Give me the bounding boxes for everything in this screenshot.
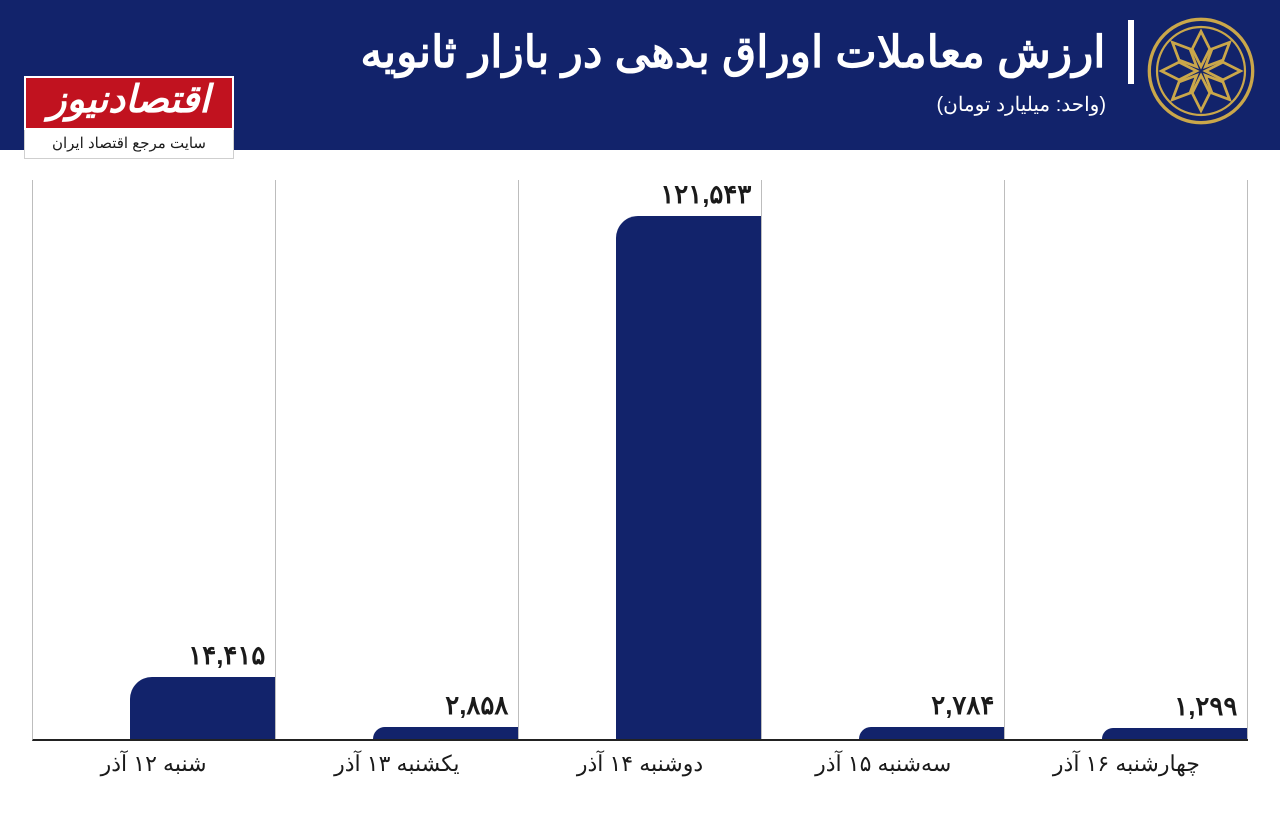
bar xyxy=(130,677,275,739)
title-separator xyxy=(1128,20,1134,84)
x-label: چهارشنبه ۱۶ آذر xyxy=(1005,741,1248,791)
plot-area: ۱۴,۴۱۵ ۲,۸۵۸ ۱۲۱,۵۴۳ ۲,۷۸۴ ۱,۲۹۹ xyxy=(32,180,1248,741)
bar-chart: ۱۴,۴۱۵ ۲,۸۵۸ ۱۲۱,۵۴۳ ۲,۷۸۴ ۱,۲۹۹ شنبه ۱۲ آذر… xyxy=(32,180,1248,791)
bar xyxy=(373,727,518,739)
badge-title: اقتصادنیوز xyxy=(24,76,234,130)
chart-column: ۲,۸۵۸ xyxy=(276,180,519,739)
x-axis-labels: شنبه ۱۲ آذریکشنبه ۱۳ آذردوشنبه ۱۴ آذرسه‌… xyxy=(32,741,1248,791)
chart-column: ۱,۲۹۹ xyxy=(1005,180,1248,739)
x-label: دوشنبه ۱۴ آذر xyxy=(518,741,761,791)
chart-column: ۲,۷۸۴ xyxy=(762,180,1005,739)
seal-logo xyxy=(1146,16,1256,126)
news-source-badge: اقتصادنیوز سایت مرجع اقتصاد ایران xyxy=(24,76,234,159)
page-title: ارزش معاملات اوراق بدهی در بازار ثانویه xyxy=(360,27,1105,78)
x-label: شنبه ۱۲ آذر xyxy=(32,741,275,791)
seal-icon xyxy=(1146,16,1256,126)
bar xyxy=(1102,728,1247,739)
bar-value-label: ۱۴,۴۱۵ xyxy=(188,640,265,671)
badge-subtitle: سایت مرجع اقتصاد ایران xyxy=(24,130,234,159)
bar-value-label: ۱۲۱,۵۴۳ xyxy=(660,179,751,210)
chart-column: ۱۴,۴۱۵ xyxy=(33,180,276,739)
x-label: سه‌شنبه ۱۵ آذر xyxy=(762,741,1005,791)
bar-value-label: ۱,۲۹۹ xyxy=(1174,691,1237,722)
bar-value-label: ۲,۷۸۴ xyxy=(931,690,994,721)
bar xyxy=(859,727,1004,739)
x-label: یکشنبه ۱۳ آذر xyxy=(275,741,518,791)
chart-column: ۱۲۱,۵۴۳ xyxy=(519,180,762,739)
bar-value-label: ۲,۸۵۸ xyxy=(445,690,508,721)
bar xyxy=(616,216,761,739)
